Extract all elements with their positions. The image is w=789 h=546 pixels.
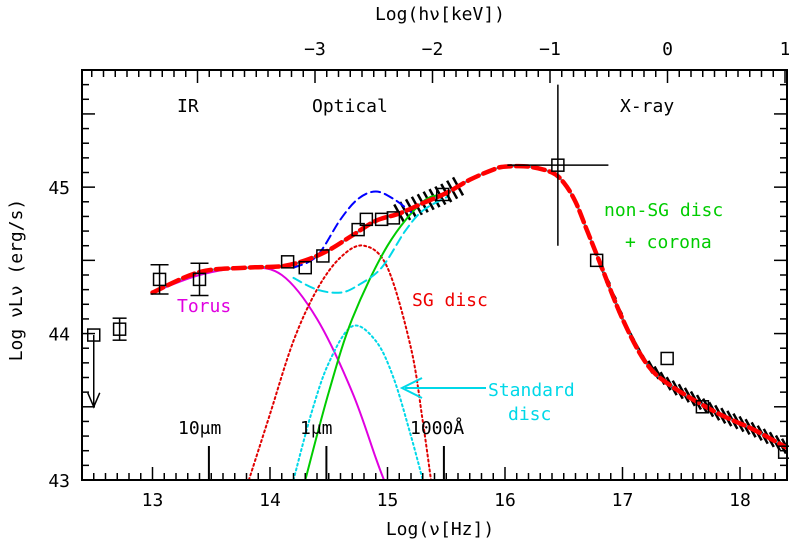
wavelength-label-1um: 1μm xyxy=(300,418,333,439)
region-label-ir: IR xyxy=(177,96,199,117)
top-tick-label: −2 xyxy=(422,39,444,60)
cyan-model-curve xyxy=(292,196,448,294)
wavelength-label-10um: 10μm xyxy=(178,418,221,439)
data-point xyxy=(777,445,789,459)
top-tick-label: 1 xyxy=(780,39,789,60)
standard-disc-arrow xyxy=(399,377,486,399)
annotation-nonsg-2: + corona xyxy=(625,232,712,253)
region-label-xray: X-ray xyxy=(620,96,674,117)
data-point xyxy=(351,222,365,237)
data-point xyxy=(386,211,401,225)
top-tick-label: −3 xyxy=(304,39,326,60)
x-tick-label: 13 xyxy=(142,490,164,511)
top-axis-title: Log(hν[keV]) xyxy=(375,4,505,25)
y-tick-label: 43 xyxy=(48,471,70,492)
data-point xyxy=(660,351,674,366)
annotation-sg-disc: SG disc xyxy=(412,290,488,311)
data-point xyxy=(589,253,604,268)
hatch-mark xyxy=(780,438,787,451)
x-tick-label: 15 xyxy=(377,490,399,511)
y-tick-label: 45 xyxy=(48,178,70,199)
x-tick-label: 14 xyxy=(259,490,281,511)
x-tick-label: 17 xyxy=(612,490,634,511)
data-point xyxy=(435,187,450,202)
data-point xyxy=(551,158,565,172)
sg-disc-curve xyxy=(247,244,432,480)
annotation-nonsg-1: non-SG disc xyxy=(604,200,723,221)
blue-model-curve xyxy=(292,190,412,269)
top-tick-label: 0 xyxy=(662,39,673,60)
data-point xyxy=(280,255,295,269)
data-point xyxy=(298,260,312,275)
top-tick-label: −1 xyxy=(539,39,561,60)
y-tick-label: 44 xyxy=(48,325,70,346)
data-point xyxy=(695,400,710,414)
annotation-standard-disc-2: disc xyxy=(508,404,551,425)
data-point xyxy=(192,272,207,287)
annotation-torus: Torus xyxy=(177,296,231,317)
upper-limit-point xyxy=(112,322,127,336)
annotation-standard-disc-1: Standard xyxy=(488,380,575,401)
torus-curve xyxy=(151,266,385,480)
x-tick-label: 16 xyxy=(494,490,516,511)
standard-disc-curve xyxy=(292,324,424,480)
wavelength-label-1000a: 1000Å xyxy=(410,417,464,439)
data-point xyxy=(316,249,330,263)
data-point xyxy=(359,212,374,227)
region-label-optical: Optical xyxy=(312,96,388,117)
x-axis-title: Log(ν[Hz]) xyxy=(386,519,494,540)
data-point xyxy=(152,272,167,287)
upper-limit-point xyxy=(87,328,101,342)
y-axis-title: Log νLν (erg/s) xyxy=(6,199,27,362)
x-tick-label: 18 xyxy=(729,490,751,511)
total-model-curve xyxy=(150,163,787,451)
